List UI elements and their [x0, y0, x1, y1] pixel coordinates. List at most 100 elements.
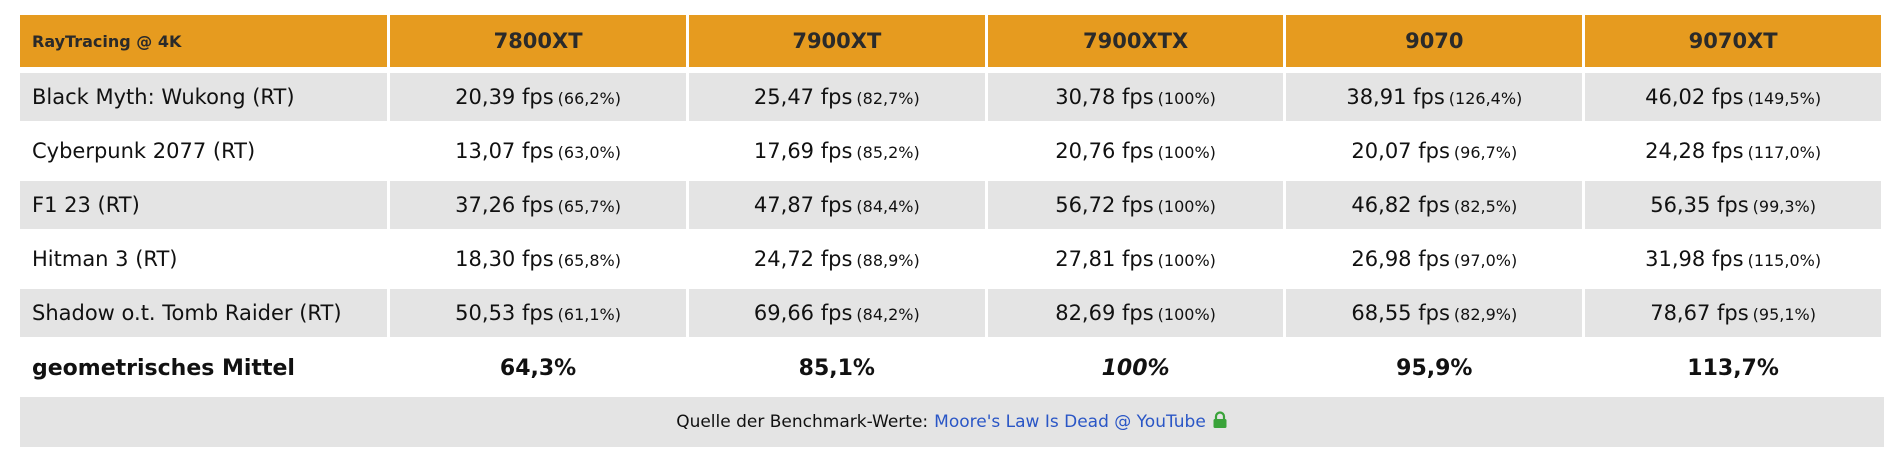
- fps-value: 27,81 fps: [1055, 247, 1154, 271]
- fps-value: 46,02 fps: [1645, 85, 1744, 109]
- fps-value: 20,39 fps: [455, 85, 554, 109]
- fps-cell: 13,07 fps (63,0%): [390, 127, 686, 181]
- table-body: Black Myth: Wukong (RT) 20,39 fps (66,2%)…: [20, 73, 1881, 343]
- fps-value: 24,28 fps: [1645, 139, 1744, 163]
- benchmark-container: RayTracing @ 4K 7800XT 7900XT 7900XTX 90…: [20, 15, 1887, 447]
- relative-percent: (65,7%): [557, 197, 621, 216]
- fps-cell: 78,67 fps (95,1%): [1585, 289, 1881, 343]
- table-row: Shadow o.t. Tomb Raider (RT) 50,53 fps (6…: [20, 289, 1881, 343]
- fps-cell: 46,02 fps (149,5%): [1585, 73, 1881, 127]
- relative-percent: (99,3%): [1752, 197, 1816, 216]
- fps-cell: 50,53 fps (61,1%): [390, 289, 686, 343]
- fps-value: 30,78 fps: [1055, 85, 1154, 109]
- mean-value: 100%: [987, 343, 1284, 393]
- fps-cell: 47,87 fps (84,4%): [688, 181, 985, 235]
- fps-value: 82,69 fps: [1055, 301, 1154, 325]
- column-header: 7900XT: [688, 15, 985, 67]
- benchmark-table: RayTracing @ 4K 7800XT 7900XT 7900XTX 90…: [17, 15, 1884, 393]
- relative-percent: (84,2%): [856, 305, 920, 324]
- fps-value: 38,91 fps: [1346, 85, 1445, 109]
- lock-icon: [1212, 410, 1228, 434]
- fps-cell: 56,35 fps (99,3%): [1585, 181, 1881, 235]
- relative-percent: (61,1%): [557, 305, 621, 324]
- fps-value: 18,30 fps: [455, 247, 554, 271]
- fps-cell: 24,28 fps (117,0%): [1585, 127, 1881, 181]
- relative-percent: (117,0%): [1747, 143, 1822, 162]
- corner-label: RayTracing @ 4K: [20, 15, 388, 67]
- fps-value: 20,07 fps: [1351, 139, 1450, 163]
- fps-cell: 20,76 fps (100%): [987, 127, 1284, 181]
- relative-percent: (97,0%): [1453, 251, 1518, 270]
- fps-value: 69,66 fps: [753, 301, 853, 325]
- relative-percent: (82,5%): [1453, 197, 1518, 216]
- relative-percent: (126,4%): [1448, 89, 1523, 108]
- column-header: 9070XT: [1585, 15, 1881, 67]
- mean-value: 113,7%: [1585, 343, 1881, 393]
- fps-cell: 82,69 fps (100%): [987, 289, 1284, 343]
- relative-percent: (100%): [1157, 251, 1216, 270]
- geometric-mean-row: geometrisches Mittel 64,3% 85,1% 100% 95…: [20, 343, 1881, 393]
- fps-cell: 26,98 fps (97,0%): [1286, 235, 1583, 289]
- fps-cell: 17,69 fps (85,2%): [688, 127, 985, 181]
- relative-percent: (85,2%): [856, 143, 920, 162]
- game-name: Shadow o.t. Tomb Raider (RT): [20, 289, 388, 343]
- fps-value: 56,72 fps: [1055, 193, 1154, 217]
- fps-cell: 20,39 fps (66,2%): [390, 73, 686, 127]
- table-row: Black Myth: Wukong (RT) 20,39 fps (66,2%)…: [20, 73, 1881, 127]
- fps-value: 78,67 fps: [1650, 301, 1749, 325]
- fps-value: 37,26 fps: [455, 193, 554, 217]
- fps-value: 17,69 fps: [753, 139, 853, 163]
- mean-value: 64,3%: [390, 343, 686, 393]
- fps-value: 31,98 fps: [1645, 247, 1744, 271]
- column-header: 7900XTX: [987, 15, 1284, 67]
- table-row: Cyberpunk 2077 (RT) 13,07 fps (63,0%) 17,…: [20, 127, 1881, 181]
- table-row: Hitman 3 (RT) 18,30 fps (65,8%) 24,72 fps…: [20, 235, 1881, 289]
- relative-percent: (95,1%): [1752, 305, 1816, 324]
- column-header: 9070: [1286, 15, 1583, 67]
- fps-value: 13,07 fps: [455, 139, 554, 163]
- fps-value: 24,72 fps: [753, 247, 853, 271]
- fps-cell: 37,26 fps (65,7%): [390, 181, 686, 235]
- fps-value: 25,47 fps: [753, 85, 853, 109]
- fps-cell: 30,78 fps (100%): [987, 73, 1284, 127]
- relative-percent: (82,9%): [1453, 305, 1518, 324]
- relative-percent: (66,2%): [557, 89, 621, 108]
- relative-percent: (63,0%): [557, 143, 621, 162]
- fps-cell: 31,98 fps (115,0%): [1585, 235, 1881, 289]
- fps-value: 26,98 fps: [1351, 247, 1450, 271]
- relative-percent: (149,5%): [1747, 89, 1822, 108]
- fps-cell: 69,66 fps (84,2%): [688, 289, 985, 343]
- fps-cell: 24,72 fps (88,9%): [688, 235, 985, 289]
- source-prefix: Quelle der Benchmark-Werte:: [676, 412, 929, 432]
- fps-value: 68,55 fps: [1351, 301, 1450, 325]
- source-footer: Quelle der Benchmark-Werte: Moore's Law …: [20, 397, 1884, 447]
- relative-percent: (100%): [1157, 143, 1216, 162]
- fps-value: 20,76 fps: [1055, 139, 1154, 163]
- relative-percent: (88,9%): [856, 251, 920, 270]
- fps-cell: 46,82 fps (82,5%): [1286, 181, 1583, 235]
- relative-percent: (100%): [1157, 197, 1216, 216]
- fps-cell: 38,91 fps (126,4%): [1286, 73, 1583, 127]
- relative-percent: (65,8%): [557, 251, 621, 270]
- relative-percent: (100%): [1157, 89, 1216, 108]
- game-name: Cyberpunk 2077 (RT): [20, 127, 388, 181]
- fps-value: 47,87 fps: [753, 193, 853, 217]
- mean-label: geometrisches Mittel: [20, 343, 388, 393]
- column-header: 7800XT: [390, 15, 686, 67]
- relative-percent: (96,7%): [1453, 143, 1518, 162]
- relative-percent: (82,7%): [856, 89, 920, 108]
- game-name: F1 23 (RT): [20, 181, 388, 235]
- fps-cell: 27,81 fps (100%): [987, 235, 1284, 289]
- relative-percent: (115,0%): [1747, 251, 1822, 270]
- mean-value: 95,9%: [1286, 343, 1583, 393]
- fps-value: 56,35 fps: [1650, 193, 1749, 217]
- fps-cell: 68,55 fps (82,9%): [1286, 289, 1583, 343]
- fps-value: 46,82 fps: [1351, 193, 1450, 217]
- fps-cell: 20,07 fps (96,7%): [1286, 127, 1583, 181]
- fps-cell: 18,30 fps (65,8%): [390, 235, 686, 289]
- fps-cell: 25,47 fps (82,7%): [688, 73, 985, 127]
- mean-value: 85,1%: [688, 343, 985, 393]
- fps-value: 50,53 fps: [455, 301, 554, 325]
- fps-cell: 56,72 fps (100%): [987, 181, 1284, 235]
- source-link[interactable]: Moore's Law Is Dead @ YouTube: [934, 412, 1206, 432]
